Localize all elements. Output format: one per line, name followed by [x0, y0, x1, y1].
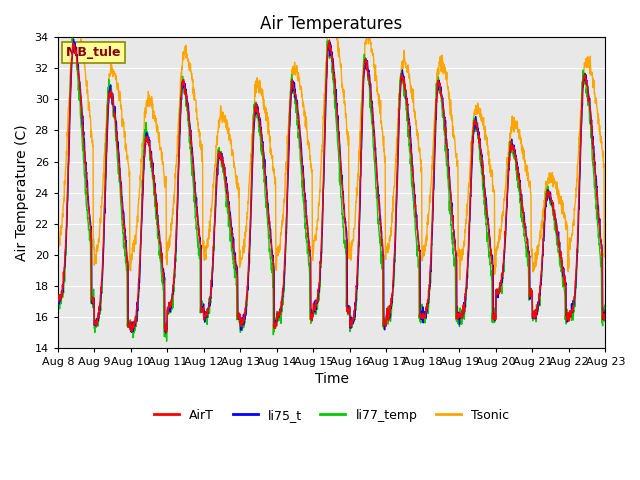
Legend: AirT, li75_t, li77_temp, Tsonic: AirT, li75_t, li77_temp, Tsonic: [149, 404, 514, 427]
li75_t: [491, 318, 499, 324]
li77_temp: [54, 298, 61, 303]
li77_temp: [207, 288, 215, 293]
Line: Tsonic: Tsonic: [58, 10, 605, 280]
li77_temp: [163, 338, 170, 344]
li75_t: [207, 288, 215, 294]
Y-axis label: Air Temperature (C): Air Temperature (C): [15, 124, 29, 261]
Title: Air Temperatures: Air Temperatures: [260, 15, 403, 33]
Line: AirT: AirT: [58, 40, 605, 333]
li77_temp: [348, 316, 356, 322]
Tsonic: [327, 7, 335, 12]
Tsonic: [207, 213, 214, 219]
AirT: [348, 317, 356, 323]
li75_t: [602, 308, 609, 313]
Tsonic: [491, 265, 499, 271]
Line: li75_t: li75_t: [58, 39, 605, 333]
Line: li77_temp: li77_temp: [58, 38, 605, 341]
Text: MB_tule: MB_tule: [66, 46, 122, 59]
AirT: [326, 37, 333, 43]
AirT: [602, 315, 609, 321]
AirT: [491, 314, 499, 320]
li75_t: [569, 310, 577, 315]
li75_t: [54, 297, 61, 303]
Tsonic: [54, 246, 61, 252]
Tsonic: [456, 277, 463, 283]
Tsonic: [554, 189, 561, 194]
li77_temp: [360, 59, 367, 65]
Tsonic: [360, 66, 367, 72]
li75_t: [70, 36, 77, 42]
li75_t: [360, 77, 367, 83]
li77_temp: [569, 311, 577, 317]
AirT: [163, 330, 170, 336]
AirT: [554, 227, 561, 232]
li77_temp: [491, 305, 499, 311]
li75_t: [162, 330, 170, 336]
Tsonic: [602, 243, 609, 249]
li75_t: [348, 321, 356, 326]
Tsonic: [348, 252, 355, 258]
li77_temp: [602, 312, 609, 317]
li77_temp: [554, 240, 561, 246]
AirT: [54, 298, 61, 304]
Tsonic: [569, 231, 577, 237]
AirT: [207, 286, 214, 292]
li75_t: [554, 232, 561, 238]
AirT: [360, 74, 367, 80]
li77_temp: [68, 36, 76, 41]
AirT: [569, 309, 577, 314]
X-axis label: Time: Time: [314, 372, 349, 386]
